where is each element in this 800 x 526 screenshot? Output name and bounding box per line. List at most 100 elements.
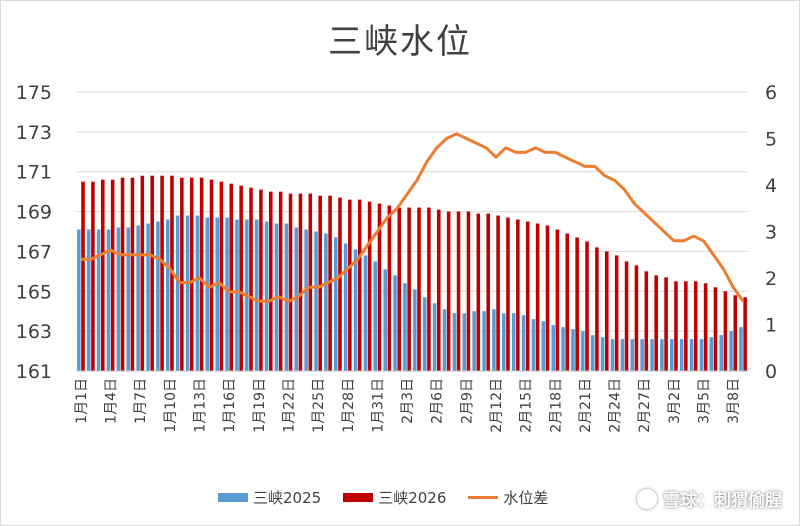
bar-2026 bbox=[288, 193, 293, 371]
bar-2026 bbox=[278, 191, 283, 371]
bar-2025 bbox=[422, 297, 427, 371]
legend-line-diff bbox=[468, 495, 499, 499]
x-tick-label: 1月16日 bbox=[222, 378, 238, 433]
x-tick-label: 2月21日 bbox=[578, 378, 594, 433]
bar-2026 bbox=[595, 247, 599, 371]
y-right-tick-label: 4 bbox=[765, 175, 777, 197]
bar-2026 bbox=[81, 181, 85, 371]
bar-2026 bbox=[219, 181, 224, 371]
bar-2026 bbox=[516, 219, 520, 371]
x-tick-label: 2月18日 bbox=[548, 378, 564, 433]
bar-2025 bbox=[492, 309, 496, 371]
bar-2026 bbox=[545, 225, 550, 371]
legend-swatch-2025 bbox=[218, 492, 248, 502]
bar-2025 bbox=[462, 313, 467, 371]
bar-2025 bbox=[511, 313, 516, 371]
bar-2026 bbox=[535, 223, 540, 371]
bar-2025 bbox=[284, 223, 289, 371]
bar-2026 bbox=[644, 271, 649, 371]
y-right-tick-label: 6 bbox=[765, 82, 777, 104]
bar-2025 bbox=[195, 215, 200, 371]
y-right-tick-label: 0 bbox=[765, 361, 777, 383]
axis-labels: 161 163 165 167 169 171 173 175 0 1 2 3 4 5 6 1月1日 1月4日 1… bbox=[16, 82, 777, 433]
bar-2025 bbox=[264, 221, 269, 371]
legend: 三峡2025 三峡2026 水位差 bbox=[218, 486, 570, 508]
legend-label-diff: 水位差 bbox=[503, 488, 549, 507]
bar-2025 bbox=[86, 229, 91, 371]
bar-2025 bbox=[502, 313, 506, 371]
bar-2026 bbox=[239, 185, 243, 371]
y-right-tick-label: 5 bbox=[765, 129, 777, 151]
x-tick-label: 1月22日 bbox=[282, 378, 298, 433]
bar-2025 bbox=[304, 229, 308, 371]
x-tick-label: 1月28日 bbox=[341, 378, 357, 433]
bar-2025 bbox=[650, 339, 654, 371]
watermark-text: 雪球：刺猬偷腥 bbox=[663, 491, 782, 511]
bar-2026 bbox=[634, 265, 639, 371]
bar-2026 bbox=[249, 187, 253, 371]
bar-2025 bbox=[156, 221, 160, 371]
legend-item-2026: 三峡2026 bbox=[343, 487, 446, 508]
bar-2025 bbox=[205, 217, 210, 371]
bar-2025 bbox=[620, 339, 625, 371]
x-tick-label: 3月2日 bbox=[667, 378, 683, 424]
bar-2026 bbox=[318, 195, 322, 371]
y-left-tick-label: 175 bbox=[16, 82, 52, 104]
bar-2026 bbox=[525, 221, 530, 371]
legend-swatch-2026 bbox=[343, 492, 374, 502]
line-series-layer bbox=[80, 132, 745, 303]
bar-2026 bbox=[189, 177, 194, 371]
x-tick-label: 1月19日 bbox=[252, 378, 268, 433]
bar-2026 bbox=[654, 275, 658, 371]
bar-2025 bbox=[739, 327, 743, 371]
x-tick-label: 2月27日 bbox=[637, 378, 653, 433]
watermark-logo-icon bbox=[637, 488, 657, 509]
bar-2025 bbox=[600, 337, 605, 371]
y-right-tick-label: 3 bbox=[765, 222, 777, 244]
y-left-tick-label: 167 bbox=[16, 241, 52, 263]
bar-2025 bbox=[403, 283, 407, 371]
bar-2026 bbox=[259, 189, 263, 371]
bar-2025 bbox=[571, 329, 575, 371]
bar-2025 bbox=[343, 243, 348, 371]
x-tick-label: 1月13日 bbox=[193, 378, 209, 433]
bar-2026 bbox=[437, 209, 441, 371]
bar-2025 bbox=[482, 311, 486, 371]
y-right-tick-label: 1 bbox=[765, 315, 777, 337]
bar-2026 bbox=[209, 179, 214, 371]
bar-2025 bbox=[610, 339, 615, 371]
bar-2025 bbox=[175, 215, 180, 371]
bar-2025 bbox=[452, 313, 457, 371]
chart-title: 三峡水位 bbox=[328, 22, 472, 62]
bar-2025 bbox=[126, 227, 131, 371]
bar-2026 bbox=[417, 207, 421, 371]
bar-2026 bbox=[427, 207, 431, 371]
bar-2025 bbox=[166, 219, 170, 371]
bar-2026 bbox=[407, 207, 411, 371]
bar-2026 bbox=[328, 195, 332, 371]
x-tick-label: 2月15日 bbox=[519, 378, 535, 433]
bar-2026 bbox=[723, 291, 728, 371]
bar-2025 bbox=[521, 315, 526, 371]
bar-series-layer bbox=[77, 175, 747, 371]
x-tick-label: 2月9日 bbox=[459, 378, 475, 424]
bar-2025 bbox=[373, 261, 378, 371]
bar-2026 bbox=[743, 297, 747, 371]
bar-2026 bbox=[486, 213, 490, 371]
bar-2025 bbox=[551, 325, 555, 371]
bar-2025 bbox=[353, 249, 358, 371]
bar-2026 bbox=[269, 191, 273, 371]
x-tick-label: 3月5日 bbox=[697, 378, 713, 424]
bar-2026 bbox=[91, 181, 95, 371]
bar-2026 bbox=[367, 201, 372, 371]
bar-2026 bbox=[614, 255, 619, 371]
bar-2026 bbox=[703, 283, 708, 371]
bar-2026 bbox=[585, 241, 589, 371]
legend-item-diff: 水位差 bbox=[468, 487, 548, 508]
bar-2025 bbox=[581, 331, 585, 371]
y-right-tick-label: 2 bbox=[765, 268, 777, 290]
bar-2025 bbox=[225, 217, 229, 371]
bar-2026 bbox=[130, 177, 135, 371]
y-left-tick-label: 161 bbox=[16, 361, 52, 383]
bar-2026 bbox=[506, 217, 510, 371]
